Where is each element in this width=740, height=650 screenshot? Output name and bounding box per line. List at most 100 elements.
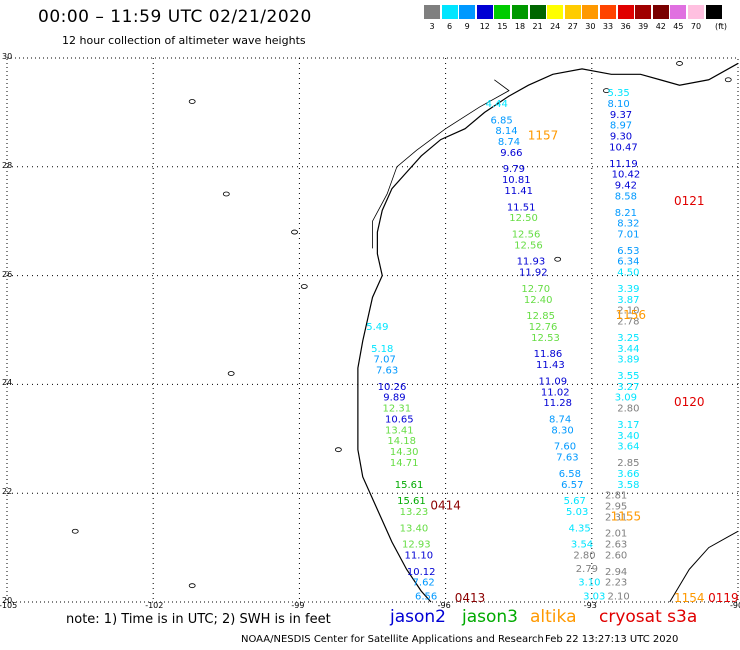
wave-height-value: 12.70 bbox=[521, 284, 550, 295]
map-frame bbox=[6, 57, 739, 603]
wave-height-value: 11.41 bbox=[504, 186, 533, 197]
wave-height-value: 12.53 bbox=[531, 333, 560, 344]
scale-swatch bbox=[635, 5, 652, 19]
scale-swatch bbox=[688, 5, 704, 19]
lat-tick-label: 28 bbox=[2, 160, 13, 170]
wave-height-value: 11.92 bbox=[519, 268, 548, 279]
wave-height-value: 7.60 bbox=[554, 442, 576, 453]
wave-height-value: 9.37 bbox=[610, 110, 632, 121]
scale-swatch bbox=[670, 5, 687, 19]
wave-height-value: 9.66 bbox=[500, 148, 522, 159]
scale-swatch bbox=[547, 5, 564, 19]
scale-swatch bbox=[494, 5, 511, 19]
wave-height-value: 2.63 bbox=[605, 540, 627, 551]
wave-height-value: 5.67 bbox=[564, 496, 586, 507]
scale-label: 9 bbox=[464, 22, 470, 31]
wave-height-value: 2.85 bbox=[617, 458, 639, 469]
lon-tick-label: -99 bbox=[291, 601, 305, 610]
inland-lake bbox=[300, 284, 308, 289]
wave-height-value: 8.32 bbox=[617, 219, 639, 230]
wave-height-value: 2.10 bbox=[607, 591, 629, 602]
lon-tick-label: -96 bbox=[437, 601, 451, 610]
map-title: 00:00 – 11:59 UTC 02/21/2020 bbox=[38, 7, 312, 27]
wave-height-value: 2.01 bbox=[605, 529, 627, 540]
wave-height-value: 7.01 bbox=[617, 230, 639, 241]
footer-timestamp: Feb 22 13:27:13 UTC 2020 bbox=[545, 634, 679, 645]
inland-lake bbox=[227, 371, 235, 376]
wave-height-value: 6.58 bbox=[559, 469, 581, 480]
scale-swatch bbox=[652, 5, 669, 19]
inland-lake bbox=[676, 61, 683, 66]
track-label: 1157 bbox=[528, 129, 559, 143]
wave-height-value: 3.64 bbox=[617, 442, 639, 453]
wave-height-value: 10.65 bbox=[385, 414, 414, 425]
wave-height-value: 5.03 bbox=[566, 507, 588, 518]
wave-height-value: 6.53 bbox=[617, 246, 639, 257]
wave-height-value: 5.49 bbox=[366, 322, 388, 333]
wave-height-value: 2.81 bbox=[605, 491, 627, 502]
note-text: note: 1) Time is in UTC; 2) SWH is in fe… bbox=[66, 612, 331, 627]
wave-height-value: 5.35 bbox=[607, 88, 629, 99]
scale-label: 30 bbox=[585, 22, 596, 31]
wave-height-value: 14.71 bbox=[390, 458, 419, 469]
wave-height-value: 12.85 bbox=[526, 311, 555, 322]
wave-height-value: 11.86 bbox=[534, 349, 563, 360]
wave-height-value: 3.66 bbox=[617, 469, 639, 480]
track-label: 0414 bbox=[430, 499, 461, 513]
scale-label: 27 bbox=[567, 22, 578, 31]
scale-label: 45 bbox=[673, 22, 684, 31]
scale-label: 21 bbox=[532, 22, 543, 31]
wave-height-value: 10.12 bbox=[407, 567, 436, 578]
wave-height-value: 12.93 bbox=[402, 540, 431, 551]
wave-height-value: 14.18 bbox=[387, 436, 416, 447]
wave-height-value: 8.10 bbox=[607, 99, 629, 110]
wave-height-value: 6.85 bbox=[491, 115, 513, 126]
wave-height-value: 5.18 bbox=[371, 344, 393, 355]
legend-cryosat: cryosat s3a bbox=[599, 607, 698, 627]
scale-swatch bbox=[459, 5, 476, 19]
wave-height-value: 2.10 bbox=[617, 306, 639, 317]
wave-height-value: 3.58 bbox=[617, 480, 639, 491]
lat-tick-label: 30 bbox=[2, 52, 13, 61]
lon-tick-label: -102 bbox=[145, 601, 164, 610]
wave-height-value: 2.80 bbox=[617, 404, 639, 415]
wave-height-value: 2.80 bbox=[573, 550, 595, 561]
wave-height-value: 3.40 bbox=[617, 431, 639, 442]
wave-height-value: 10.81 bbox=[502, 175, 531, 186]
wave-height-value: 10.26 bbox=[378, 382, 407, 393]
wave-height-value: 9.79 bbox=[503, 164, 525, 175]
wave-height-value: 11.10 bbox=[404, 550, 433, 561]
scale-label: 18 bbox=[514, 22, 526, 31]
wave-height-value: 8.58 bbox=[615, 191, 637, 202]
scale-label: 70 bbox=[690, 22, 702, 31]
inland-lake bbox=[554, 256, 562, 262]
wave-height-value: 12.50 bbox=[509, 213, 538, 224]
wave-height-value: 12.76 bbox=[529, 322, 558, 333]
wave-height-value: 2.31 bbox=[605, 512, 627, 523]
wave-height-value: 15.61 bbox=[395, 480, 424, 491]
wave-height-value: 2.23 bbox=[605, 578, 627, 589]
wave-height-value: 15.61 bbox=[397, 496, 426, 507]
coastline bbox=[357, 62, 739, 603]
wave-height-value: 14.30 bbox=[390, 447, 419, 458]
wave-height-value: 12.56 bbox=[514, 240, 543, 251]
legend-jason3: jason3 bbox=[462, 607, 518, 627]
lat-tick-label: 24 bbox=[2, 378, 13, 388]
wave-height-value: 12.31 bbox=[383, 404, 412, 415]
wave-height-value: 3.03 bbox=[583, 591, 605, 602]
wave-height-value: 9.30 bbox=[610, 132, 632, 143]
wave-height-value: 4.35 bbox=[568, 523, 590, 534]
wave-height-value: 6.34 bbox=[617, 257, 639, 268]
wave-height-value: 4.44 bbox=[486, 99, 508, 110]
track-label: 0413 bbox=[455, 591, 486, 605]
scale-swatch bbox=[582, 5, 599, 19]
scale-swatch bbox=[424, 5, 440, 19]
wave-height-value: 3.10 bbox=[578, 578, 600, 589]
wave-height-value: 3.55 bbox=[617, 371, 639, 382]
wave-height-value: 2.60 bbox=[605, 550, 627, 561]
wave-height-value: 13.41 bbox=[385, 425, 414, 436]
inland-lake bbox=[222, 191, 230, 197]
wave-height-value: 2.79 bbox=[576, 564, 598, 575]
legend-jason2: jason2 bbox=[390, 607, 446, 627]
wave-height-value: 6.57 bbox=[561, 480, 583, 491]
